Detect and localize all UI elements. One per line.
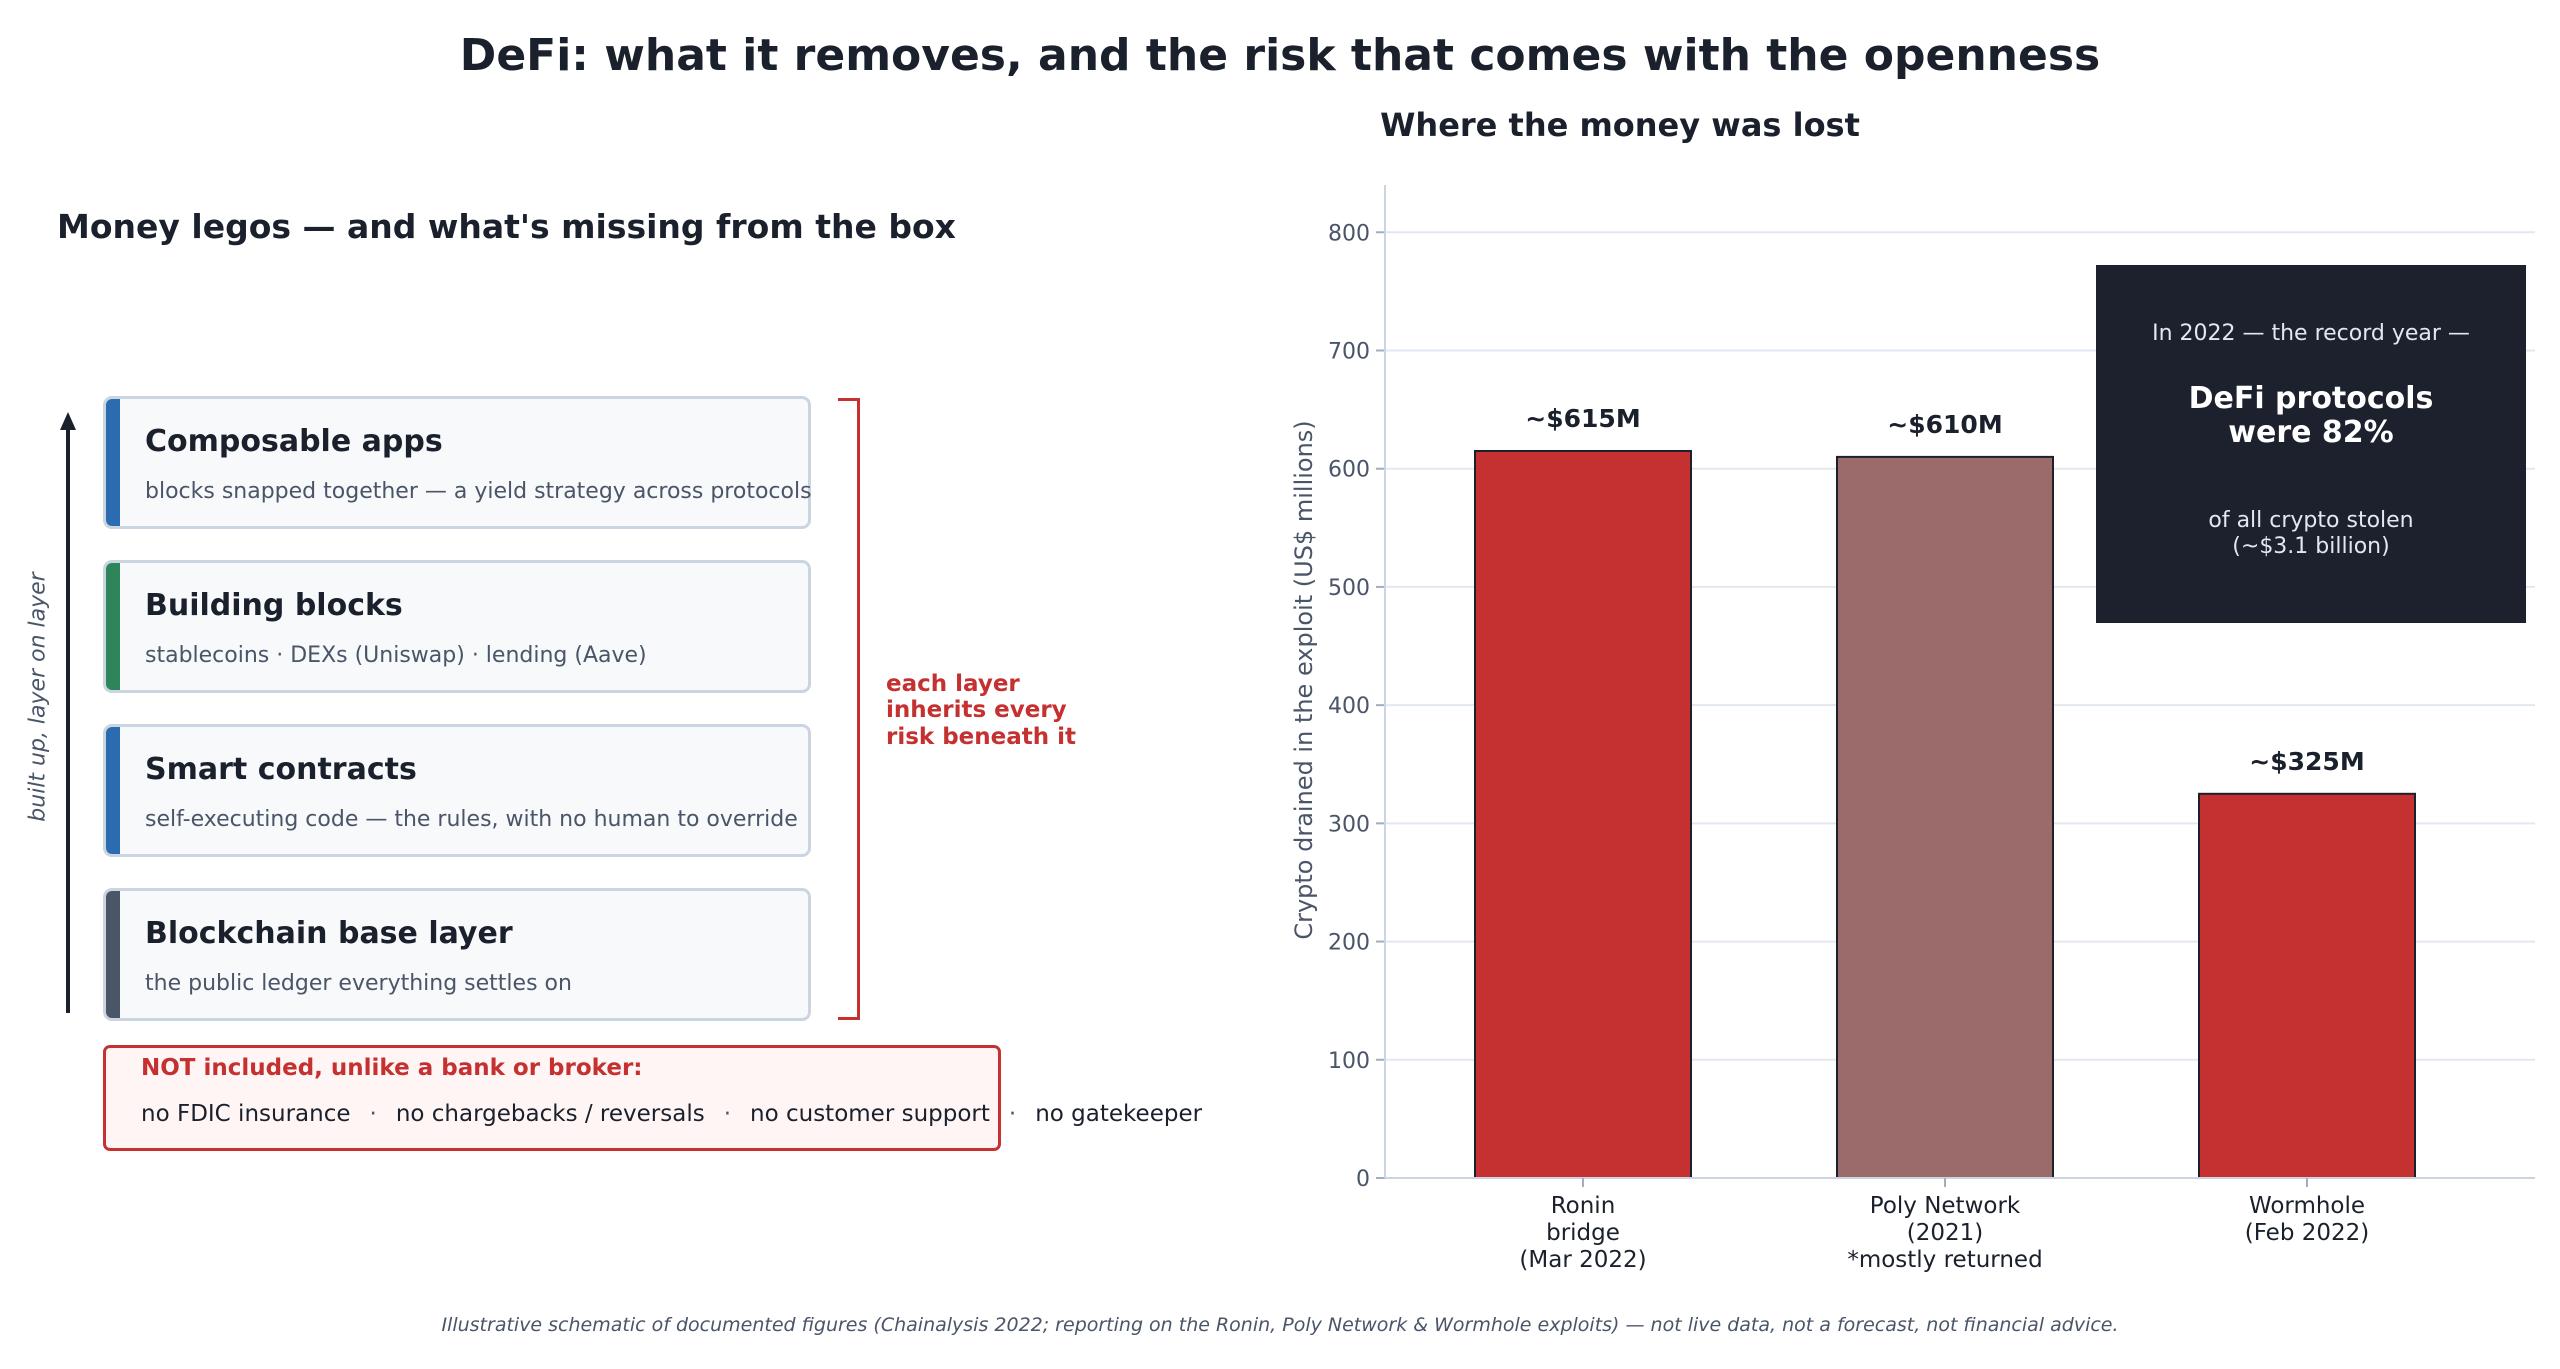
x-tick-label: Wormhole <box>2249 1193 2365 1219</box>
bar <box>2198 792 2416 1180</box>
y-tick-label: 500 <box>1328 576 1370 601</box>
bracket-note: each layer inherits every risk beneath i… <box>886 671 1077 750</box>
callout-box: In 2022 — the record year — DeFi protocol… <box>2096 265 2526 623</box>
separator-dot: · <box>369 1101 377 1127</box>
not-included-box: NOT included, unlike a bank or broker: n… <box>103 1045 1202 1151</box>
bar <box>1474 449 1692 1180</box>
y-tick-label: 400 <box>1328 694 1370 719</box>
chart-title: Where the money was lost <box>1380 106 1860 144</box>
x-tick-label: *mostly returned <box>1847 1247 2042 1273</box>
layer-stripe <box>106 563 120 690</box>
left-panel-title: Money legos — and what's missing from th… <box>57 207 956 246</box>
x-tick-label: (2021) <box>1907 1220 1983 1246</box>
page-title: DeFi: what it removes, and the risk that… <box>459 30 2101 81</box>
risk-bracket <box>838 398 860 1020</box>
layer-blockchain-base: Blockchain base layer the public ledger … <box>103 888 811 1021</box>
not-included-item: no chargebacks / reversals <box>395 1101 705 1127</box>
chart-axes: 0 100 200 300 400 500 600 700 800 Roninbridge(Mar… <box>1328 185 2535 1273</box>
footnote: Illustrative schematic of documented fig… <box>441 1314 2119 1336</box>
not-included-item: no customer support <box>750 1101 990 1127</box>
layer-stripe <box>106 399 120 526</box>
layer-title: Building blocks <box>145 588 403 623</box>
y-tick-label: 100 <box>1328 1049 1370 1074</box>
layer-building-blocks: Building blocks stablecoins · DEXs (Unis… <box>103 560 811 693</box>
layer-composable-apps: Composable apps blocks snapped together … <box>103 396 812 529</box>
not-included-item: no FDIC insurance <box>141 1101 351 1127</box>
layer-description: self-executing code — the rules, with no… <box>145 807 798 832</box>
y-axis-label: Crypto drained in the exploit (US$ milli… <box>1290 420 1318 939</box>
layer-stripe <box>106 727 120 854</box>
x-tick-label: (Mar 2022) <box>1519 1247 1646 1273</box>
x-tick-label: (Feb 2022) <box>2245 1220 2370 1246</box>
y-tick-label: 300 <box>1328 812 1370 837</box>
data-label: ~$615M <box>1525 404 1640 433</box>
x-tick-label: Poly Network <box>1870 1193 2021 1219</box>
build-up-arrow <box>66 425 70 1013</box>
bar <box>1836 455 2054 1179</box>
callout-intro: In 2022 — the record year — <box>2152 321 2470 346</box>
layer-description: blocks snapped together — a yield strate… <box>145 479 812 504</box>
not-included-title: NOT included, unlike a bank or broker: <box>141 1055 643 1081</box>
y-tick-label: 700 <box>1328 340 1370 365</box>
chart-bars: ~$615M ~$610M ~$325M <box>1474 404 2416 1180</box>
x-tick-label: bridge <box>1546 1220 1620 1246</box>
y-tick-label: 800 <box>1328 221 1370 246</box>
data-label: ~$325M <box>2249 747 2364 776</box>
callout-headline: DeFi protocols <box>2189 381 2434 416</box>
layer-description: the public ledger everything settles on <box>145 971 572 996</box>
layer-title: Smart contracts <box>145 752 417 787</box>
x-tick-label: Ronin <box>1551 1193 1616 1219</box>
separator-dot: · <box>1008 1101 1017 1127</box>
callout-background <box>2096 265 2526 623</box>
layer-smart-contracts: Smart contracts self-executing code — th… <box>103 724 811 857</box>
y-tick-label: 600 <box>1328 458 1370 483</box>
not-included-items: no FDIC insurance · no chargebacks / rever… <box>141 1101 1202 1127</box>
layer-title: Composable apps <box>145 424 443 459</box>
not-included-item: no gatekeeper <box>1035 1101 1203 1127</box>
callout-detail: of all crypto stolen <box>2208 508 2413 533</box>
separator-dot: · <box>723 1101 732 1127</box>
data-label: ~$610M <box>1887 410 2002 439</box>
arrow-up-icon <box>60 412 76 430</box>
y-tick-label: 200 <box>1328 931 1370 956</box>
layer-stripe <box>106 891 120 1018</box>
callout-headline: were 82% <box>2228 415 2393 450</box>
layer-description: stablecoins · DEXs (Uniswap) · lending (… <box>145 643 647 668</box>
layer-title: Blockchain base layer <box>145 916 513 951</box>
y-tick-label: 0 <box>1356 1167 1370 1192</box>
callout-detail: (~$3.1 billion) <box>2232 534 2389 559</box>
